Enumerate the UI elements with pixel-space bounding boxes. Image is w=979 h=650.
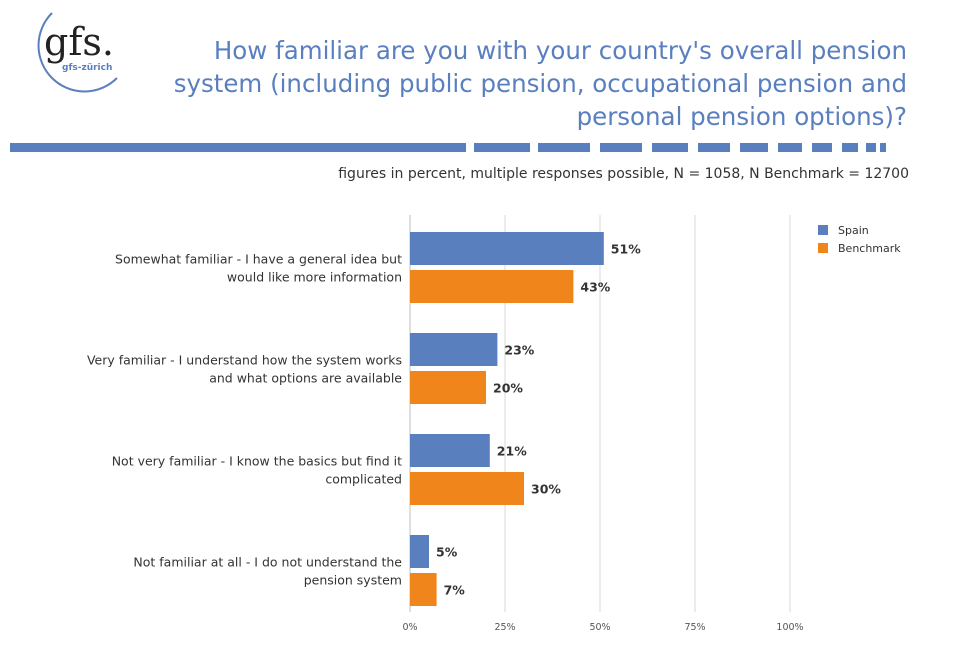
legend-swatch-benchmark — [818, 243, 828, 253]
divider-dash — [778, 143, 802, 152]
divider-dash — [698, 143, 730, 152]
data-label: 30% — [531, 482, 561, 497]
divider-dash — [812, 143, 832, 152]
data-label: 5% — [436, 545, 458, 560]
chart-subtitle: figures in percent, multiple responses p… — [338, 166, 909, 182]
x-tick-label: 50% — [589, 622, 610, 633]
data-label: 23% — [504, 343, 534, 358]
page-title: How familiar are you with your country's… — [173, 36, 907, 131]
x-tick-label: 25% — [494, 622, 515, 633]
bar-benchmark — [410, 371, 486, 404]
x-tick-label: 0% — [402, 622, 417, 633]
legend-label: Spain — [838, 224, 869, 237]
category-label: Not familiar at all - I do not understan… — [133, 555, 402, 570]
bar-benchmark — [410, 270, 574, 303]
bar-chart: 0% 25% 50% 75% 100% 51% 43% Somewhat familiar -… — [87, 215, 901, 634]
legend-swatch-spain — [818, 225, 828, 235]
divider-dash — [474, 143, 530, 152]
data-label: 43% — [580, 280, 610, 295]
logo-text: gfs. — [44, 20, 114, 64]
x-tick-label: 100% — [776, 622, 803, 633]
divider-dash — [10, 143, 466, 152]
data-label: 21% — [497, 444, 527, 459]
category-label: and what options are available — [209, 371, 402, 386]
x-tick-label: 75% — [684, 622, 705, 633]
bar-spain — [410, 232, 604, 265]
category-label: pension system — [304, 573, 402, 588]
data-label: 20% — [493, 381, 523, 396]
chart-bars — [410, 232, 604, 606]
logo-subtext: gfs-zürich — [62, 63, 112, 73]
gfs-logo: gfs. gfs-zürich — [37, 12, 118, 93]
category-label: Not very familiar - I know the basics bu… — [112, 454, 402, 469]
category-label: complicated — [325, 472, 402, 487]
divider-dash — [652, 143, 688, 152]
divider-dash — [740, 143, 768, 152]
legend-label: Benchmark — [838, 242, 901, 255]
category-label: Very familiar - I understand how the sys… — [87, 353, 402, 368]
category-label: would like more information — [227, 270, 402, 285]
chart-labels: 0% 25% 50% 75% 100% 51% 43% Somewhat familiar -… — [87, 242, 804, 634]
data-label: 7% — [444, 583, 466, 598]
title-divider — [10, 143, 886, 152]
divider-dash — [880, 143, 886, 152]
bar-benchmark — [410, 472, 524, 505]
bar-spain — [410, 434, 490, 467]
chart-legend: Spain Benchmark — [818, 224, 901, 255]
data-label: 51% — [611, 242, 641, 257]
bar-spain — [410, 535, 429, 568]
divider-dash — [866, 143, 876, 152]
divider-dash — [538, 143, 590, 152]
logo-arc — [37, 12, 118, 93]
divider-dash — [600, 143, 642, 152]
category-label: Somewhat familiar - I have a general ide… — [115, 252, 402, 267]
bar-spain — [410, 333, 498, 366]
divider-dash — [842, 143, 858, 152]
bar-benchmark — [410, 573, 437, 606]
